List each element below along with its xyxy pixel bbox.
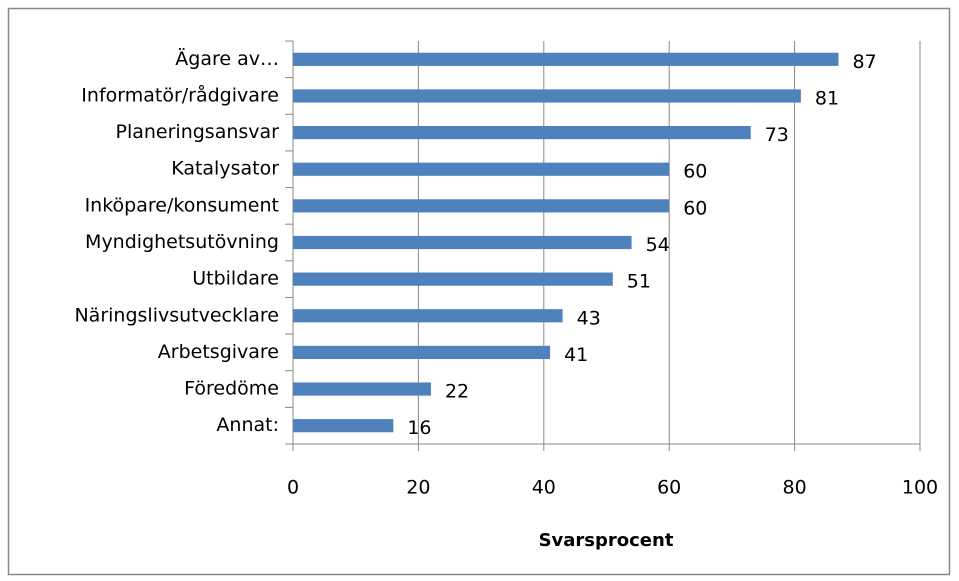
x-tick-label: 20 <box>406 477 430 499</box>
bar <box>293 125 751 140</box>
bar <box>293 89 801 103</box>
data-label: 54 <box>646 234 670 256</box>
y-tick-label: Arbetsgivare <box>158 341 279 363</box>
data-label: 51 <box>627 271 651 293</box>
data-label: 41 <box>564 344 588 366</box>
x-tick-label: 80 <box>783 477 807 499</box>
bar <box>293 345 551 360</box>
data-label: 60 <box>683 161 707 183</box>
y-tick-label: Katalysator <box>171 158 279 180</box>
data-label: 16 <box>407 417 431 439</box>
x-tick-label: 0 <box>287 477 299 499</box>
y-tick-label: Informatör/rådgivare <box>81 83 279 106</box>
data-label: 43 <box>577 307 601 329</box>
x-tick-label: 40 <box>532 477 556 499</box>
bar <box>293 235 632 250</box>
x-tick-label: 100 <box>902 477 938 499</box>
data-label: 60 <box>683 197 707 219</box>
data-label: 87 <box>852 51 876 73</box>
bar <box>293 199 670 213</box>
data-label: 81 <box>815 87 839 109</box>
bar <box>293 52 839 66</box>
y-tick-label: Ägare av… <box>175 47 279 70</box>
y-tick-label: Annat: <box>216 414 279 436</box>
bar <box>293 162 670 176</box>
bar <box>293 272 613 286</box>
bar <box>293 309 563 323</box>
x-tick-label: 60 <box>657 477 681 499</box>
bar <box>293 419 394 433</box>
y-tick-label: Myndighetsutövning <box>85 231 279 253</box>
data-label: 73 <box>765 124 789 146</box>
y-tick-label: Inköpare/konsument <box>85 194 279 216</box>
x-axis-title: Svarsprocent <box>539 530 674 551</box>
bar <box>293 382 431 396</box>
data-label: 22 <box>445 381 469 403</box>
y-tick-label: Föredöme <box>184 378 279 400</box>
chart-border <box>7 7 951 576</box>
y-tick-label: Planeringsansvar <box>116 121 280 143</box>
y-tick-label: Näringslivsutvecklare <box>74 304 279 326</box>
y-tick-label: Utbildare <box>192 268 279 290</box>
